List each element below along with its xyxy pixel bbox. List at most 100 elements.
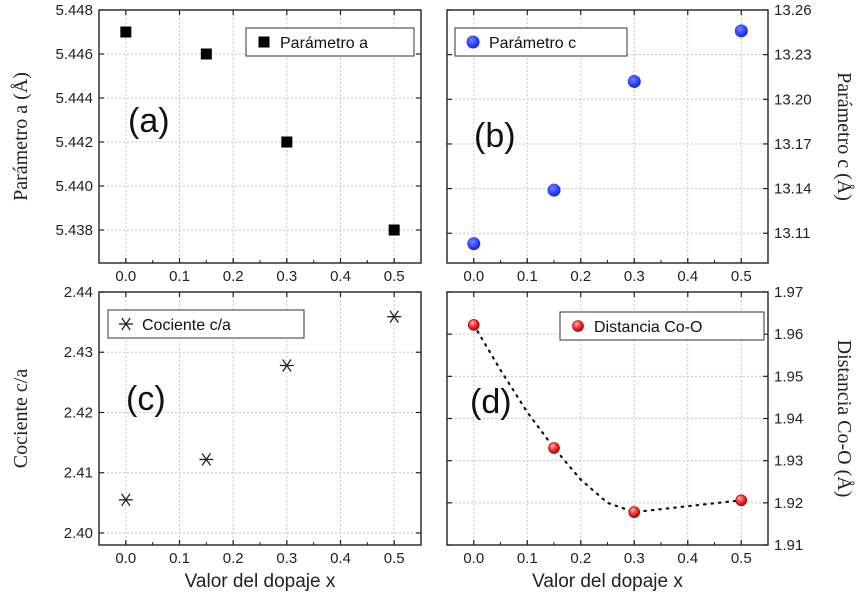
y-tick-label: 5.440 xyxy=(55,178,93,195)
y-tick-label: 1.95 xyxy=(774,368,803,385)
x-tick-label: 0.4 xyxy=(677,550,698,567)
chart-panel-d: 0.0 0.1 0.2 0.3 0.4 0.5 1.91 1.92 1.93 1.94 1.95 1.… xyxy=(446,284,855,592)
legend-box xyxy=(245,27,415,57)
y-axis-title: Cociente c/a xyxy=(10,369,32,469)
y-tick-label: 1.91 xyxy=(774,537,803,554)
chart-panel-c: 0.0 0.1 0.2 0.3 0.4 0.5 2.40 2.41 2.42 2.43 2.44 Co… xyxy=(10,284,422,592)
panel-label: (d) xyxy=(470,383,512,421)
y-tick-label: 13.14 xyxy=(774,181,812,198)
data-point xyxy=(467,237,481,251)
y-tick-label: 2.42 xyxy=(64,404,93,421)
panel-label: (a) xyxy=(128,102,170,140)
x-tick-label: 0.1 xyxy=(169,550,190,567)
x-tick-label: 0.2 xyxy=(223,268,244,285)
x-tick-label: 0.5 xyxy=(384,550,405,567)
legend: Cociente c/a xyxy=(107,309,305,339)
x-tick-label: 0.1 xyxy=(517,550,538,567)
asterisk-stroke xyxy=(121,317,131,331)
x-tick-label: 0.0 xyxy=(463,550,484,567)
asterisk-stroke xyxy=(201,453,212,466)
x-tick-label: 0.1 xyxy=(169,268,190,285)
legend-marker xyxy=(258,36,270,48)
data-point xyxy=(735,494,748,507)
y-tick-label: 1.96 xyxy=(774,326,803,343)
data-point xyxy=(547,183,561,197)
legend-label: Cociente c/a xyxy=(142,317,231,334)
data-point xyxy=(388,224,400,236)
x-tick-label: 0.4 xyxy=(677,268,698,285)
x-tick-label: 0.5 xyxy=(731,268,752,285)
y-tick-label: 13.11 xyxy=(774,225,810,242)
x-tick-label: 0.5 xyxy=(731,550,752,567)
asterisk-stroke xyxy=(121,493,131,507)
data-point xyxy=(548,442,560,454)
legend: Distancia Co-O xyxy=(559,311,765,341)
x-tick-label: 0.0 xyxy=(115,550,136,567)
y-tick-label: 2.44 xyxy=(64,284,93,301)
data-point xyxy=(118,493,133,507)
y-tick-label: 5.438 xyxy=(55,222,93,239)
data-point xyxy=(467,319,480,331)
data-point xyxy=(279,359,294,372)
data-point xyxy=(199,453,214,466)
y-tick-label: 2.43 xyxy=(64,344,93,361)
y-tick-label: 13.23 xyxy=(774,47,812,64)
y-tick-label: 1.92 xyxy=(774,495,803,512)
x-tick-label: 0.2 xyxy=(223,550,244,567)
x-tick-label: 0.4 xyxy=(330,550,351,567)
x-tick-label: 0.2 xyxy=(570,550,591,567)
data-point xyxy=(628,506,641,518)
x-tick-label: 0.5 xyxy=(384,268,405,285)
asterisk-stroke xyxy=(389,310,399,324)
data-point xyxy=(120,26,132,38)
x-tick-label: 0.3 xyxy=(624,550,645,567)
y-tick-label: 5.442 xyxy=(55,134,93,151)
x-axis-title: Valor del dopaje x xyxy=(532,571,683,592)
chart-panel-a: 0.0 0.1 0.2 0.3 0.4 0.5 5.438 5.440 5.442 5.444 5.… xyxy=(10,2,422,285)
x-tick-label: 0.3 xyxy=(276,550,297,567)
y-tick-label: 5.446 xyxy=(55,46,93,63)
y-tick-label: 13.17 xyxy=(774,136,812,153)
panel-label: (c) xyxy=(126,380,166,418)
x-tick-label: 0.2 xyxy=(570,268,591,285)
x-tick-label: 0.0 xyxy=(115,268,136,285)
y-tick-label: 5.448 xyxy=(55,2,93,19)
legend-box xyxy=(107,309,305,339)
legend-label: Parámetro c xyxy=(489,35,576,52)
legend: Parámetro c xyxy=(454,27,628,57)
legend-marker xyxy=(572,320,584,332)
chart-panel-b: 0.0 0.1 0.2 0.3 0.4 0.5 13.11 13.14 13.17 13.20 13… xyxy=(446,2,855,285)
y-axis-title: Parámetro a (Å) xyxy=(10,72,32,201)
panel-label: (b) xyxy=(474,117,516,155)
y-tick-label: 13.20 xyxy=(774,91,812,108)
y-tick-label: 2.40 xyxy=(64,525,93,542)
trend-line xyxy=(472,323,743,514)
y-axis-title: Distancia Co-O (Å) xyxy=(833,340,855,498)
asterisk-stroke xyxy=(282,359,292,372)
x-axis-title: Valor del dopaje x xyxy=(185,571,336,592)
data-point xyxy=(627,74,641,88)
legend-marker xyxy=(119,317,133,331)
x-tick-label: 0.0 xyxy=(463,268,484,285)
legend-label: Parámetro a xyxy=(280,35,368,52)
y-tick-label: 2.41 xyxy=(64,465,93,482)
x-tick-label: 0.3 xyxy=(624,268,645,285)
y-tick-label: 1.97 xyxy=(774,284,803,301)
data-point xyxy=(734,24,748,38)
x-tick-label: 0.1 xyxy=(517,268,538,285)
data-point xyxy=(281,136,293,148)
y-tick-label: 13.26 xyxy=(774,2,812,19)
y-tick-label: 1.93 xyxy=(774,453,803,470)
legend: Parámetro a xyxy=(245,27,415,57)
legend-marker xyxy=(466,35,480,49)
legend-box xyxy=(559,311,765,341)
data-point xyxy=(387,310,402,324)
x-tick-label: 0.3 xyxy=(276,268,297,285)
data-point xyxy=(200,48,212,60)
x-tick-label: 0.4 xyxy=(330,268,351,285)
legend-label: Distancia Co-O xyxy=(594,319,702,336)
y-axis-title: Parámetro c (Å) xyxy=(833,72,855,201)
y-tick-label: 1.94 xyxy=(774,411,803,428)
y-tick-label: 5.444 xyxy=(55,90,93,107)
